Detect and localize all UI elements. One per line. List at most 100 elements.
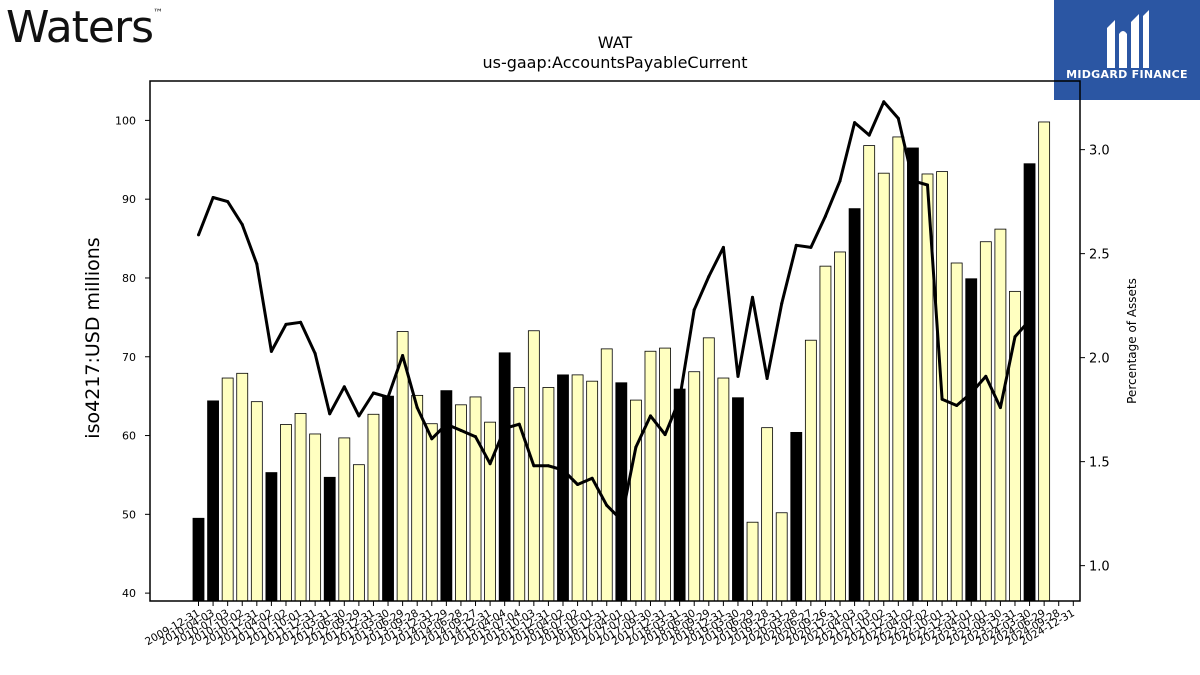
y2-tick-label: 1.0 — [1089, 560, 1110, 575]
bar — [717, 377, 730, 602]
line-point — [707, 275, 711, 279]
bar — [659, 347, 671, 602]
bar — [600, 348, 613, 602]
bar — [425, 423, 438, 602]
bar — [834, 251, 846, 602]
line-point — [474, 435, 478, 439]
line-point — [561, 468, 565, 472]
waters-logo: Waters™ — [6, 2, 163, 53]
bar — [221, 377, 234, 602]
line-point — [882, 100, 886, 104]
bar — [513, 387, 526, 602]
line-point — [867, 133, 871, 137]
bar — [907, 147, 919, 602]
line-point — [605, 503, 609, 507]
line-point — [430, 437, 434, 441]
line-series — [197, 100, 1032, 522]
bar — [950, 262, 963, 602]
line-point — [823, 214, 827, 218]
bar — [630, 399, 642, 602]
line-point — [401, 354, 405, 358]
line-point — [794, 243, 798, 247]
bar — [877, 172, 890, 602]
line-point — [721, 245, 725, 249]
bar — [790, 431, 803, 602]
line-point — [386, 395, 390, 399]
bar — [848, 208, 861, 602]
chart-subtitle: us-gaap:AccountsPayableCurrent — [482, 53, 747, 72]
bar — [280, 424, 292, 602]
line-point — [736, 374, 740, 378]
bar — [702, 337, 715, 602]
bar — [294, 413, 307, 602]
bar — [994, 228, 1007, 602]
line-point — [226, 200, 230, 204]
line-point — [634, 445, 638, 449]
midgard-finance-badge: MIDGARD FINANCE — [1054, 0, 1200, 100]
bar — [732, 397, 744, 602]
line-point — [255, 262, 259, 266]
line-point — [415, 406, 419, 410]
bar — [440, 390, 453, 602]
line-point — [984, 374, 988, 378]
bar — [688, 371, 701, 602]
bar — [644, 350, 657, 602]
bar — [615, 382, 628, 602]
y-tick-label: 100 — [115, 114, 136, 127]
bar — [586, 380, 599, 602]
bar — [542, 387, 555, 602]
bar — [207, 400, 219, 602]
bar — [1038, 121, 1051, 602]
line-point — [955, 403, 959, 407]
logo-text: Waters — [6, 2, 154, 53]
y2-axis-label: Percentage of Assets — [1125, 278, 1139, 404]
bar — [498, 352, 511, 602]
bar — [746, 521, 759, 602]
line-point — [342, 385, 346, 389]
trademark-mark: ™ — [153, 8, 163, 19]
bar — [761, 427, 774, 602]
percentage-line — [197, 100, 1031, 522]
line-point — [809, 245, 813, 249]
bar — [1023, 163, 1036, 602]
bar — [557, 374, 569, 602]
midgard-finance-label: MIDGARD FINANCE — [1066, 68, 1188, 81]
bar — [775, 512, 788, 602]
line-point — [532, 464, 536, 468]
bar — [484, 421, 497, 602]
line-point — [751, 295, 755, 299]
line-point — [678, 397, 682, 401]
bar — [382, 395, 394, 602]
bar — [804, 339, 817, 602]
line-point — [969, 391, 973, 395]
line-point — [1013, 335, 1017, 339]
bar — [323, 476, 336, 602]
line-point — [576, 483, 580, 487]
line-point — [459, 428, 463, 432]
bar — [411, 394, 424, 602]
line-point — [896, 116, 900, 120]
line-point — [590, 476, 594, 480]
line-point — [211, 195, 215, 199]
y-tick-label: 90 — [122, 193, 136, 206]
line-point — [765, 376, 769, 380]
midgard-logo-icon — [1107, 10, 1149, 68]
y-tick-label: 40 — [122, 587, 136, 600]
bar — [892, 136, 905, 602]
line-point — [998, 406, 1002, 410]
y-tick-label: 80 — [122, 272, 136, 285]
y2-tick-label: 3.0 — [1089, 144, 1110, 159]
line-point — [940, 397, 944, 401]
bar — [965, 278, 978, 602]
bar — [338, 437, 351, 602]
line-point — [1028, 318, 1032, 322]
bar — [309, 433, 322, 602]
bar — [265, 472, 278, 602]
line-point — [299, 320, 303, 324]
line-point — [197, 233, 200, 237]
line-point — [328, 412, 332, 416]
bar — [863, 145, 876, 602]
y-tick-label: 60 — [122, 430, 136, 443]
y-axis-label: iso4217:USD millions — [82, 237, 104, 438]
